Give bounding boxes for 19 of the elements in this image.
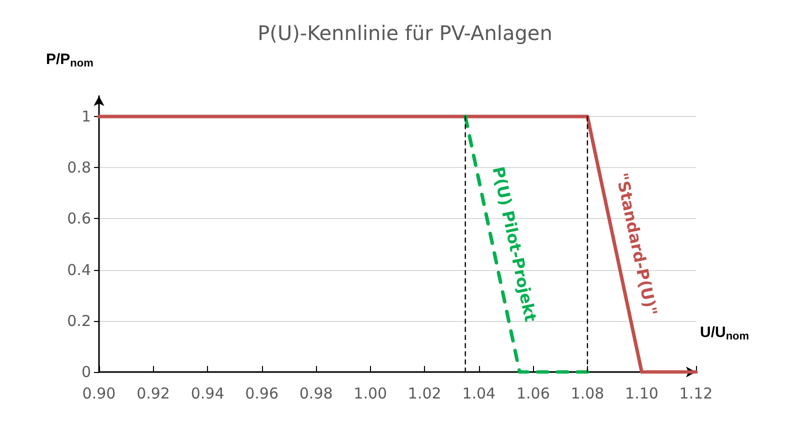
y-tick-label: 0.6 bbox=[67, 210, 91, 228]
x-tick-label: 0.90 bbox=[82, 384, 116, 402]
x-tick-label: 0.92 bbox=[136, 384, 170, 402]
y-tick-label: 1 bbox=[81, 107, 91, 126]
y-tick-label: 0.4 bbox=[67, 260, 91, 279]
y-tick-label: 0 bbox=[81, 363, 91, 381]
x-tick-label: 1.12 bbox=[679, 384, 713, 402]
x-tick-label: 0.94 bbox=[190, 384, 224, 402]
x-tick-label: 1.02 bbox=[408, 384, 442, 402]
x-tick-label: 1.04 bbox=[462, 384, 496, 402]
x-tick-label: 1.10 bbox=[625, 384, 658, 402]
y-tick-label: 0.2 bbox=[67, 312, 91, 330]
y-tick-label: 0.8 bbox=[67, 158, 91, 177]
x-tick-label: 0.98 bbox=[299, 384, 333, 402]
x-tick-label: 1.08 bbox=[570, 384, 604, 402]
x-tick-label: 1.06 bbox=[516, 384, 550, 402]
x-tick-label: 1.00 bbox=[354, 384, 388, 402]
chart-title: P(U)-Kennlinie für PV-Anlagen bbox=[258, 21, 552, 45]
x-tick-label: 0.96 bbox=[245, 384, 279, 402]
